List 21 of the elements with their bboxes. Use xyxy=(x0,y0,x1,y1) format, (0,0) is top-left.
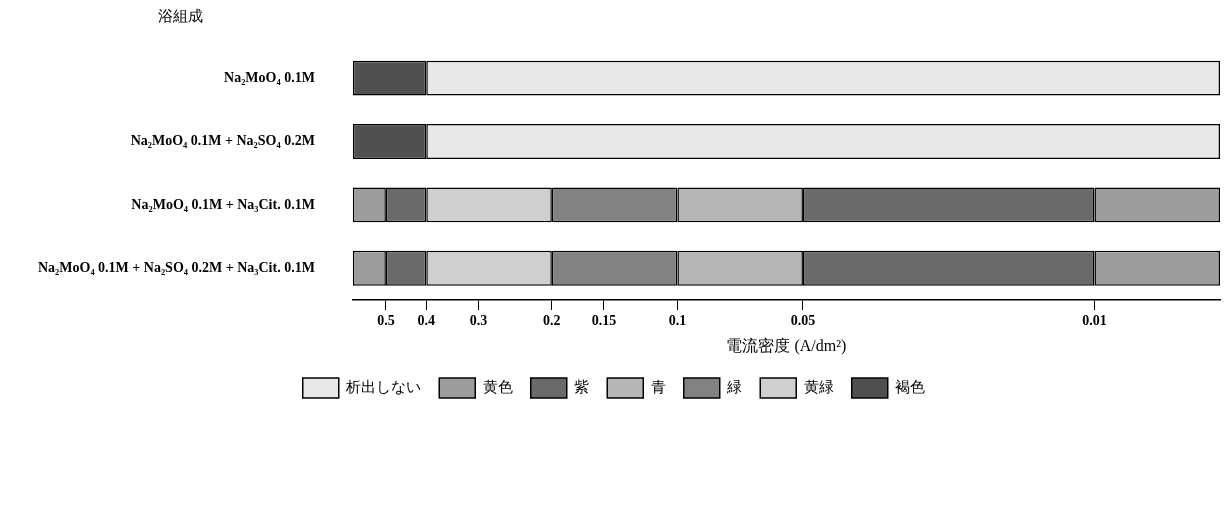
x-tick-label: 0.3 xyxy=(469,313,488,329)
x-tick-label: 0.01 xyxy=(1082,313,1107,329)
legend-label: 黄色 xyxy=(482,377,513,396)
legend-label: 褐色 xyxy=(895,377,926,396)
x-tick-label: 0.2 xyxy=(543,313,561,329)
legend-label: 青 xyxy=(650,377,666,396)
y-tick-label: Na₂MoO₄ 0.1M + Na₂SO₄ 0.2M + Na₃Cit. 0.1M xyxy=(38,259,315,275)
legend-label: 析出しない xyxy=(345,377,422,396)
y-tick-label: Na₂MoO₄ 0.1M + Na₂SO₄ 0.2M xyxy=(130,133,315,149)
x-tick-label: 0.05 xyxy=(790,313,816,329)
x-tick-label: 0.1 xyxy=(668,313,687,329)
legend-label: 黄緑 xyxy=(803,377,834,396)
y-tick-label: Na₂MoO₄ 0.1M + Na₃Cit. 0.1M xyxy=(131,196,315,212)
legend-label: 緑 xyxy=(726,377,743,396)
x-tick-label: 0.15 xyxy=(591,313,617,329)
x-axis-title: 電流密度 (A/dm²) xyxy=(726,336,847,355)
y-axis-title: 浴組成 xyxy=(157,8,203,25)
x-tick-label: 0.5 xyxy=(377,313,395,329)
legend-label: 紫 xyxy=(574,377,590,396)
y-tick-label: Na₂MoO₄ 0.1M xyxy=(224,69,315,85)
x-tick-label: 0.4 xyxy=(417,313,436,329)
